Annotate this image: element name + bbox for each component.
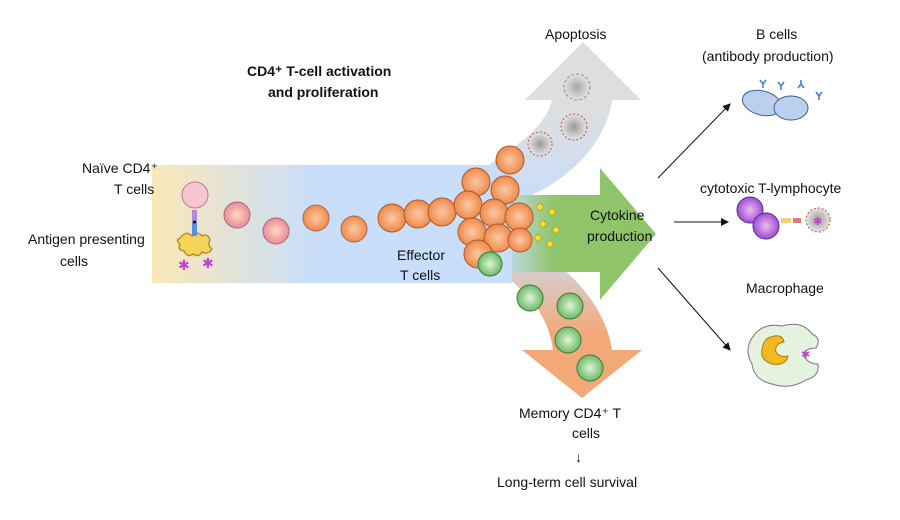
title-line2: and proliferation [268,84,378,100]
macrophage-label: Macrophage [746,280,824,296]
svg-text:✱: ✱ [202,255,214,271]
cytokines [533,202,561,249]
cytokine-arrow [500,168,656,300]
cell [223,201,251,229]
naive-t-cell [181,181,209,209]
svg-text:✱: ✱ [178,257,190,273]
apc-label-line1: Antigen presenting [28,231,145,247]
activation-band [152,165,512,283]
memory-cells [477,251,604,382]
antigen-presenting-cell: ✱ ✱ [176,210,214,273]
survival-label: Long-term cell survival [497,474,637,490]
cell [262,217,290,245]
ctl-label: cytotoxic T-lymphocyte [700,180,842,196]
macrophage-cell: ✱ [747,323,819,387]
effector-label-line1: Effector [397,247,445,263]
apoptotic-cells [527,73,591,157]
cytokine-label-line1: Cytokine [590,207,645,223]
svg-text:✱: ✱ [813,216,822,228]
naive-label-line1: Naïve CD4⁺ [82,160,158,176]
memory-label-line2: cells [572,425,600,441]
apoptosis-label: Apoptosis [545,26,606,42]
proliferating-cells [223,201,368,245]
naive-label-line2: T cells [114,181,154,197]
arrow-to-macrophage [657,267,731,351]
b-cells [741,79,823,121]
down-arrow-icon: ↓ [575,449,582,465]
effector-label-line2: T cells [400,267,440,283]
memory-label-line1: Memory CD4⁺ T [519,405,621,421]
svg-text:✱: ✱ [801,349,810,361]
cytotoxic-t-lymphocyte: ✱ [736,196,831,240]
cell [340,215,368,243]
title-line1: CD4⁺ T-cell activation [247,63,391,79]
arrow-to-b-cells [657,103,731,179]
b-cells-label-line1: B cells [756,26,797,42]
cytokine-label-line2: production [587,228,652,244]
b-cells-label-line2: (antibody production) [702,48,834,64]
cell [302,204,330,232]
effector-cells [377,145,534,269]
apc-label-line2: cells [60,253,88,269]
